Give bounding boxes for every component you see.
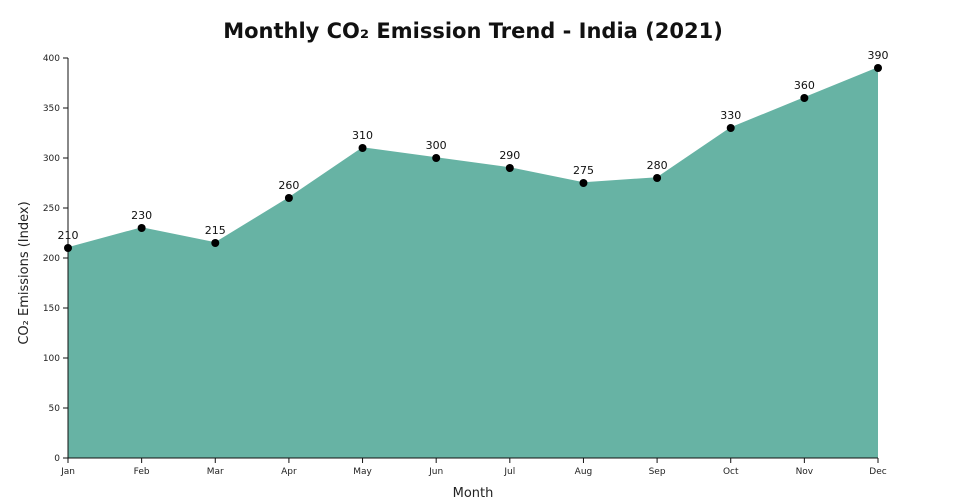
x-tick-label: Oct (723, 467, 739, 477)
x-tick-label: Jan (60, 467, 75, 477)
data-label: 260 (278, 179, 299, 192)
chart-title: Monthly CO₂ Emission Trend - India (2021… (223, 19, 723, 43)
y-tick-label: 0 (54, 454, 60, 464)
data-label: 390 (868, 49, 889, 62)
data-point (874, 64, 882, 72)
y-axis-label: CO₂ Emissions (Index) (17, 201, 32, 344)
data-label: 310 (352, 129, 373, 142)
y-tick-label: 50 (49, 404, 61, 414)
data-label: 280 (647, 159, 668, 172)
y-tick-label: 400 (43, 54, 60, 64)
area-fill (68, 68, 878, 458)
x-tick-label: Nov (796, 467, 814, 477)
x-tick-label: Sep (649, 467, 666, 477)
x-tick-label: Dec (869, 467, 886, 477)
x-tick-label: Aug (575, 467, 593, 477)
data-point (284, 194, 293, 202)
data-label: 360 (794, 79, 815, 92)
data-label: 300 (426, 139, 447, 152)
series-line (67, 67, 879, 249)
data-point (726, 124, 735, 132)
data-label: 290 (499, 149, 520, 162)
x-tick-label: May (353, 467, 372, 477)
x-tick-label: Feb (134, 467, 150, 477)
x-tick-label: Mar (207, 467, 224, 477)
x-axis-label: Month (453, 486, 494, 500)
x-tick-label: Apr (281, 467, 297, 477)
data-label: 215 (205, 224, 226, 237)
data-point (358, 144, 367, 152)
data-point (64, 244, 72, 252)
data-point (800, 94, 809, 102)
data-label: 210 (58, 229, 79, 242)
y-tick-label: 250 (43, 204, 60, 214)
y-tick-label: 150 (43, 304, 60, 314)
data-point (137, 224, 146, 232)
data-label: 230 (131, 209, 152, 222)
data-label: 330 (720, 109, 741, 122)
data-point (211, 239, 220, 247)
plot-area: 0 50 100 150 200 250 300 350 400 Jan Feb Mar Apr May J… (43, 49, 889, 477)
data-point (505, 164, 514, 172)
y-tick-label: 100 (43, 354, 60, 364)
data-label: 275 (573, 164, 594, 177)
y-tick-label: 200 (43, 254, 60, 264)
x-tick-label: Jul (503, 467, 515, 477)
y-tick-label: 350 (43, 104, 60, 114)
y-tick-label: 300 (43, 154, 60, 164)
data-point (432, 154, 441, 162)
data-point (653, 174, 662, 182)
x-tick-label: Jun (428, 467, 443, 477)
data-point (579, 179, 588, 187)
